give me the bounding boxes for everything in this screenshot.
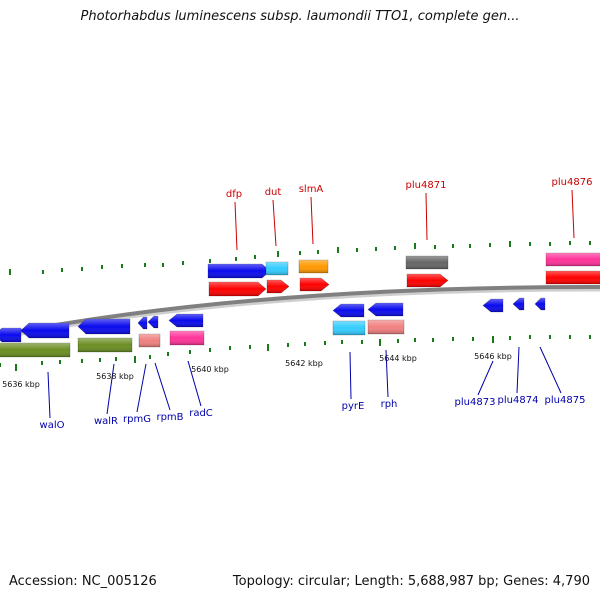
leader-slmA bbox=[310, 196, 314, 245]
gene-pyrE-shade bbox=[333, 304, 364, 317]
leader-rpmG bbox=[136, 363, 147, 413]
label-plu4876: plu4876 bbox=[552, 177, 593, 188]
leader-plu4876 bbox=[571, 189, 575, 239]
cds-plu4871-shade bbox=[407, 274, 448, 287]
leader-plu4874 bbox=[516, 346, 520, 394]
label-plu4873: plu4873 bbox=[455, 397, 496, 408]
kbp-label: 5636 kbp bbox=[2, 380, 40, 389]
gene-radC-shade bbox=[169, 314, 203, 327]
label-leaders bbox=[47, 189, 575, 419]
gene-plu4874-shade bbox=[513, 298, 524, 310]
gene-plu4875-shade bbox=[535, 298, 545, 310]
label-plu4871: plu4871 bbox=[406, 180, 447, 191]
leader-plu4871 bbox=[425, 192, 428, 241]
gene-slmA-shade bbox=[299, 260, 328, 273]
leader-dfp bbox=[234, 201, 238, 251]
gene-rpmB-shade bbox=[148, 316, 158, 328]
leader-walR bbox=[106, 363, 115, 415]
leader-plu4875 bbox=[539, 346, 562, 394]
label-slmA: slmA bbox=[299, 184, 324, 195]
label-pyrE: pyrE bbox=[342, 401, 365, 412]
gene-dut-shade bbox=[266, 262, 288, 275]
track-pyrE-shade bbox=[333, 321, 365, 335]
gene-dfp-shade bbox=[208, 264, 270, 278]
kbp-label: 5640 kbp bbox=[191, 365, 229, 374]
map-title: Photorhabdus luminescens subsp. laumondi… bbox=[80, 9, 520, 24]
accession-text: Accession: NC_005126 bbox=[9, 574, 157, 589]
upper-tick-row bbox=[9, 241, 591, 275]
label-rph: rph bbox=[381, 399, 398, 410]
leader-plu4873 bbox=[477, 360, 494, 396]
track-walO-shade bbox=[0, 343, 70, 357]
gene-plu4873-shade bbox=[483, 299, 503, 312]
leader-dut bbox=[272, 199, 277, 247]
cds-dfp-shade bbox=[209, 282, 266, 296]
track-rpm-shade bbox=[139, 334, 160, 347]
cds-dut-shade bbox=[267, 280, 289, 293]
gene-walO-shade bbox=[21, 323, 69, 338]
track-rph-shade bbox=[368, 320, 404, 334]
label-rpmG: rpmG bbox=[123, 414, 151, 425]
gene-rpmG-shade bbox=[138, 317, 147, 329]
kbp-label: 5642 kbp bbox=[285, 359, 323, 368]
topology-summary: Topology: circular; Length: 5,688,987 bp… bbox=[232, 574, 590, 589]
cds-plu4876-shade bbox=[546, 271, 600, 284]
gene-plu4871-shade bbox=[406, 256, 448, 269]
track-radC-shade bbox=[170, 331, 204, 345]
gene-plu4876-shade bbox=[546, 253, 600, 266]
kbp-label: 5638 kbp bbox=[96, 372, 134, 381]
gene-rph-shade bbox=[368, 303, 403, 316]
kbp-label: 5646 kbp bbox=[474, 352, 512, 361]
label-walR: walR bbox=[94, 416, 118, 427]
leader-walO bbox=[47, 371, 51, 419]
label-radC: radC bbox=[189, 408, 213, 419]
label-walO: walO bbox=[40, 420, 65, 431]
feature-layer bbox=[0, 252, 600, 358]
kbp-scale: 5636 kbp 5638 kbp 5640 kbp 5642 kbp 5644 kbp… bbox=[2, 352, 512, 389]
leader-rph bbox=[385, 349, 389, 398]
leader-pyrE bbox=[349, 351, 352, 400]
kbp-label: 5644 kbp bbox=[379, 354, 417, 363]
label-plu4874: plu4874 bbox=[498, 395, 539, 406]
leader-rpmB bbox=[154, 362, 171, 411]
label-dfp: dfp bbox=[226, 189, 242, 200]
label-rpmB: rpmB bbox=[156, 412, 183, 423]
label-layer: dfp dut slmA plu4871 plu4876 walO walR rpmG rpmB… bbox=[40, 177, 593, 431]
leader-radC bbox=[187, 360, 202, 407]
track-walR-shade bbox=[78, 338, 132, 352]
cds-slmA-shade bbox=[300, 278, 329, 291]
label-plu4875: plu4875 bbox=[545, 395, 586, 406]
gene-walR-shade bbox=[78, 319, 130, 334]
gene-walO-a-shade bbox=[0, 328, 21, 342]
lower-tick-row bbox=[0, 335, 591, 371]
label-dut: dut bbox=[265, 187, 282, 198]
